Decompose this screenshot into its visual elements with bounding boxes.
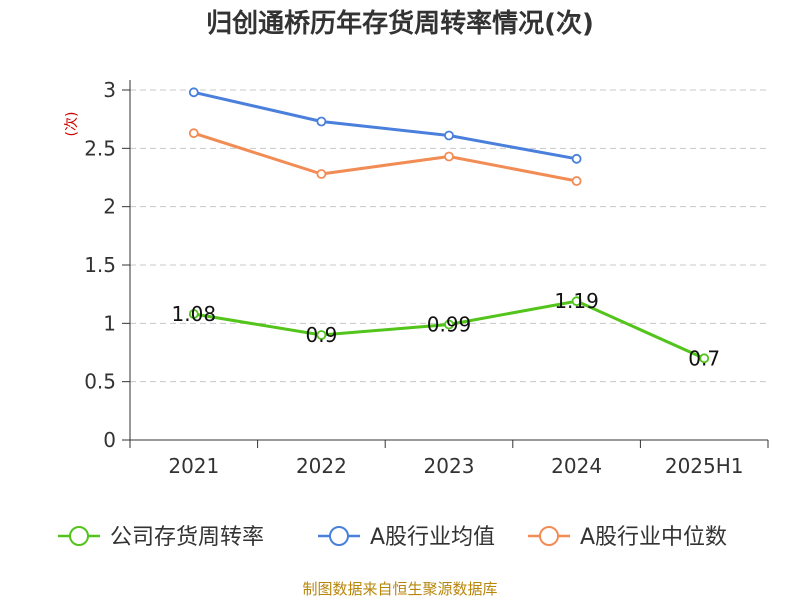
data-point: [444, 151, 454, 162]
data-point: [316, 169, 327, 179]
x-tick-labels: 2021 2022 2023 2024 2025H1: [168, 454, 743, 478]
x-tick-label: 2021: [168, 454, 219, 478]
x-tick-label: 2023: [424, 454, 475, 478]
series-line-2: [193, 131, 577, 183]
legend-label: A股行业均值: [370, 525, 495, 550]
data-point: [316, 116, 327, 127]
data-point: [699, 353, 710, 364]
legend: 公司存货周转率 A股行业均值 A股行业中位数: [58, 525, 727, 550]
source-note: 制图数据来自恒生聚源数据库: [302, 580, 497, 598]
data-label: 1.19: [554, 289, 599, 313]
series-lines: [188, 87, 710, 364]
y-tick-label: 1: [103, 311, 116, 335]
data-point: [316, 330, 327, 340]
y-tick-label: 1.5: [84, 253, 116, 277]
legend-marker: [69, 526, 89, 546]
series-line-1: [193, 90, 577, 161]
data-label: 1.08: [172, 302, 217, 326]
data-point: [571, 176, 582, 186]
chart-title: 归创通桥历年存货周转率情况(次): [206, 8, 594, 39]
data-point: [444, 130, 454, 141]
data-label: 0.7: [688, 346, 720, 370]
data-point: [444, 319, 454, 330]
legend-marker: [539, 526, 559, 546]
y-axis-label: (次): [64, 112, 80, 137]
data-point: [188, 309, 199, 319]
x-tick-label: 2024: [551, 454, 602, 478]
data-labels: 1.08 0.9 0.99 1.19 0.7: [172, 289, 721, 370]
axes: [122, 80, 769, 448]
x-tick-label: 2025H1: [665, 454, 744, 478]
legend-label: 公司存货周转率: [110, 525, 264, 550]
x-tick-label: 2022: [296, 454, 347, 478]
data-point: [188, 128, 199, 139]
legend-label: A股行业中位数: [580, 525, 727, 550]
data-point: [571, 296, 582, 307]
legend-marker: [329, 526, 349, 546]
y-tick-labels: 0 0.5 1 1.5 2 2.5 3: [84, 78, 116, 452]
y-tick-label: 0: [103, 428, 116, 452]
data-label: 0.99: [427, 313, 472, 337]
data-label: 0.9: [305, 323, 337, 347]
gridlines: [130, 89, 768, 383]
data-point: [571, 153, 582, 164]
y-tick-label: 2: [103, 195, 116, 219]
data-point: [188, 87, 199, 98]
y-tick-label: 0.5: [84, 370, 116, 394]
y-tick-label: 2.5: [84, 136, 116, 160]
y-tick-label: 3: [103, 78, 116, 102]
